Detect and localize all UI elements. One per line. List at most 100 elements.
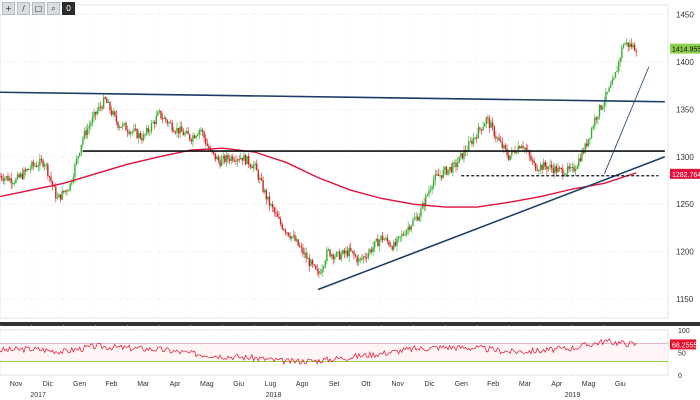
candle-body bbox=[622, 44, 625, 48]
candle-body bbox=[629, 43, 631, 47]
candle-body bbox=[74, 164, 76, 178]
month-tick-label: Apr bbox=[170, 381, 182, 388]
month-tick-label: Ott bbox=[361, 381, 370, 388]
candle-body bbox=[528, 150, 531, 156]
candle-body bbox=[66, 190, 68, 192]
draw-line-tool-button[interactable]: / bbox=[17, 2, 30, 15]
candle-body bbox=[42, 160, 44, 167]
candle-body bbox=[334, 256, 336, 260]
candle-body bbox=[493, 126, 495, 137]
month-tick-label: Apr bbox=[551, 381, 563, 388]
candle-body bbox=[134, 128, 137, 130]
candle-body bbox=[369, 249, 371, 254]
candle-body bbox=[576, 166, 578, 170]
candle-body bbox=[609, 84, 612, 88]
candle-body bbox=[495, 136, 497, 139]
candle-body bbox=[479, 127, 481, 130]
candle-body bbox=[614, 72, 617, 78]
candle-body bbox=[99, 106, 102, 108]
candle-body bbox=[448, 166, 451, 170]
candle-body bbox=[67, 190, 70, 192]
candle-body bbox=[445, 166, 448, 175]
candle-body bbox=[530, 155, 532, 161]
candle-body bbox=[389, 245, 392, 247]
magnify-tool-button[interactable]: ⌕ bbox=[47, 2, 60, 15]
price-tick-label: 1250 bbox=[676, 200, 694, 209]
rsi-line bbox=[0, 338, 637, 366]
candle-body bbox=[228, 159, 231, 161]
candle-body bbox=[507, 155, 510, 160]
candle-body bbox=[96, 110, 98, 115]
candle-body bbox=[214, 153, 216, 160]
moving-average-label: 1282.7647 bbox=[672, 172, 700, 179]
candle-body bbox=[613, 77, 615, 80]
candle-body bbox=[284, 229, 287, 233]
candle-body bbox=[482, 126, 484, 131]
candle-body bbox=[375, 238, 377, 242]
candle-body bbox=[79, 152, 81, 157]
candle-body bbox=[345, 250, 347, 254]
candle-body bbox=[240, 157, 242, 160]
candle-body bbox=[160, 110, 162, 119]
candle-body bbox=[82, 137, 84, 145]
candle-body bbox=[456, 162, 459, 167]
candle-body bbox=[397, 236, 400, 239]
zoom-tool-button[interactable]: □ bbox=[32, 2, 45, 15]
candle-body bbox=[420, 208, 422, 217]
candle-body bbox=[91, 116, 94, 124]
candle-body bbox=[487, 117, 489, 119]
candle-body bbox=[16, 174, 19, 179]
month-tick-label: Lug bbox=[265, 381, 277, 388]
candle-body bbox=[276, 213, 279, 217]
candle-body bbox=[460, 153, 462, 157]
candle-body bbox=[4, 177, 6, 181]
candle-body bbox=[271, 204, 274, 208]
indicator-tick-label: 50 bbox=[678, 351, 686, 358]
candle-body bbox=[278, 216, 280, 219]
candle-body bbox=[208, 145, 210, 150]
rsi-value-box bbox=[670, 339, 696, 350]
candle-body bbox=[75, 158, 78, 165]
candle-body bbox=[606, 91, 609, 93]
candle-body bbox=[318, 270, 320, 274]
candle-body bbox=[283, 229, 285, 231]
month-tick-label: Nov bbox=[10, 381, 23, 388]
candle-body bbox=[327, 249, 330, 251]
crosshair-tool-button[interactable]: + bbox=[2, 2, 15, 15]
candle-body bbox=[58, 194, 60, 198]
candle-body bbox=[490, 122, 492, 128]
candle-body bbox=[592, 126, 594, 129]
candle-body bbox=[32, 161, 35, 166]
candle-body bbox=[461, 153, 464, 159]
candle-body bbox=[149, 131, 151, 133]
year-label: 2018 bbox=[266, 392, 282, 399]
candle-body bbox=[484, 123, 486, 127]
candle-body bbox=[558, 167, 561, 169]
candle-body bbox=[217, 156, 220, 161]
candle-body bbox=[216, 156, 218, 160]
candle-body bbox=[281, 224, 283, 230]
candle-body bbox=[189, 134, 191, 140]
candle-body bbox=[469, 140, 472, 142]
candle-body bbox=[511, 150, 513, 156]
candle-body bbox=[187, 130, 189, 135]
candle-body bbox=[342, 250, 344, 255]
candle-body bbox=[232, 156, 234, 161]
price-panel-frame bbox=[0, 4, 669, 319]
candle-body bbox=[10, 178, 12, 184]
candle-body bbox=[307, 257, 309, 259]
candle-body bbox=[114, 111, 116, 116]
candle-body bbox=[338, 251, 341, 260]
candle-body bbox=[444, 166, 446, 170]
settings-tool-button[interactable]: 0 bbox=[62, 2, 75, 15]
last-price-label: 1414.9552 bbox=[672, 47, 700, 54]
candle-body bbox=[23, 169, 25, 179]
candle-body bbox=[391, 246, 393, 250]
candle-body bbox=[543, 162, 545, 170]
candle-body bbox=[43, 164, 46, 167]
candle-body bbox=[222, 155, 224, 159]
candle-body bbox=[48, 176, 51, 178]
candle-body bbox=[425, 195, 427, 207]
candle-body bbox=[98, 106, 100, 111]
